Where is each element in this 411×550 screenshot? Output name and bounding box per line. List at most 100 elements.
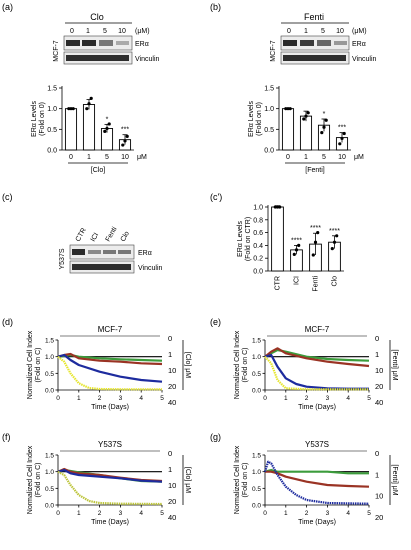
d-x-tick-label: 3: [119, 395, 123, 402]
a-y-label-line-1: ERα Levels: [31, 101, 38, 137]
panel-c-era-band-fenti: [103, 250, 116, 254]
panel-b-drug-label: Fenti: [304, 12, 324, 22]
f-y-label-line-1: Normalized Cell Index: [27, 445, 34, 514]
f-y-label-line-2: (Fold on C): [35, 462, 42, 497]
panel-b-cell-line: MCF-7: [270, 40, 277, 61]
a-bar-0: [64, 108, 78, 151]
panel-c-lane-fenti: Fenti: [105, 226, 119, 243]
e-series-label-10: 10: [375, 366, 383, 375]
e-y-tick-label: 1.5: [252, 338, 261, 345]
panel-b-era-band-2: [317, 40, 331, 46]
g-x-tick-label: 1: [284, 510, 288, 517]
a-x-tick-label-2: 5: [105, 154, 109, 161]
b-y-tick-label: 1.5: [264, 86, 274, 93]
chart-a: 0.0 0.5 1.0 1.5 ERα Levels (Fold on 0) 0 1 * 5 ***…: [31, 86, 147, 175]
e-y-tick-label: 1.0: [252, 354, 261, 361]
panel-b-dose-1: 1: [304, 28, 308, 35]
d-y-label-line-2: (Fold on C): [35, 347, 42, 382]
c2-point-0-1: [275, 205, 280, 209]
a-x-label: [Clo]: [91, 167, 105, 174]
a-point-1-2: [89, 96, 93, 100]
a-y-tick-label: 1.0: [47, 106, 57, 113]
c2-point-3-2: [335, 234, 339, 238]
g-series-label-10: 10: [375, 492, 383, 501]
c2-y-tick-label: 0.4: [253, 243, 263, 250]
d-series-20: [57, 353, 163, 383]
panel-c-vinculin-band: [72, 264, 131, 270]
c2-point-3-1: [332, 240, 337, 244]
g-y-tick-label: 0.0: [252, 503, 261, 510]
panel-b-blot-label-vinculin: Vinculin: [352, 56, 376, 63]
b-point-2-0: [320, 131, 324, 135]
e-x-tick-label: 3: [326, 395, 330, 402]
f-x-tick-label: 1: [77, 510, 81, 517]
g-y-label-line-1: Normalized Cell Index: [234, 445, 241, 514]
a-point-0-2: [71, 107, 75, 111]
c2-point-0-2: [278, 205, 282, 209]
b-point-1-0: [302, 117, 306, 121]
e-x-tick-label: 2: [305, 395, 309, 402]
e-series-1: [264, 348, 370, 362]
f-series-20: [57, 468, 163, 483]
f-y-tick-label: 0.0: [45, 503, 54, 510]
e-x-tick-label: 5: [367, 395, 371, 402]
f-x-tick-label: 3: [119, 510, 123, 517]
c2-point-3-0: [330, 247, 334, 251]
e-series-20: [264, 353, 369, 390]
a-x-tick-label-0: 0: [69, 154, 73, 161]
panel-b-era-band-1: [300, 40, 314, 46]
d-series-label-20: 20: [168, 382, 176, 391]
b-point-2-1: [322, 125, 326, 129]
d-title: MCF-7: [98, 325, 123, 334]
g-x-tick-label: 5: [367, 510, 371, 517]
panel-c-era-band-clo: [118, 250, 131, 254]
e-series-label-40: 40: [375, 398, 383, 407]
f-x-tick-label: 2: [98, 510, 102, 517]
panel-f-tag: (f): [2, 432, 11, 442]
a-x-tick-label-1: 1: [87, 154, 91, 161]
c2-y-label-line-1: ERα Levels: [237, 221, 244, 257]
g-x-label: Time (Days): [298, 519, 336, 526]
panel-c-lane-ici: ICI: [90, 232, 101, 243]
g-y-label-line-2: (Fold on C): [242, 462, 249, 497]
a-y-tick-label: 0.0: [47, 148, 57, 155]
g-x-tick-label: 3: [326, 510, 330, 517]
panel-c-lane-clo: Clo: [120, 230, 131, 243]
panel-b-blot-label-era: ERα: [352, 41, 366, 48]
f-series-label-0: 0: [168, 449, 172, 458]
g-x-tick-label: 4: [346, 510, 350, 517]
panel-a-drug-label: Clo: [90, 12, 104, 22]
panel-c2-tag: (c'): [210, 192, 222, 202]
f-series-label-20: 20: [168, 497, 176, 506]
b-x-tick-label-2: 5: [322, 154, 326, 161]
c2-y-tick-label: 0.8: [253, 217, 263, 224]
a-bar-1: [82, 104, 96, 151]
panel-c-era-band-ctr: [72, 249, 85, 255]
f-x-label: Time (Days): [91, 519, 129, 526]
d-y-label-line-1: Normalized Cell Index: [27, 330, 34, 399]
c2-x-tick-label-3: Clo: [332, 276, 339, 287]
panel-a-era-band-0: [66, 40, 80, 46]
b-y-label-line-1: ERα Levels: [248, 101, 255, 137]
d-x-tick-label: 5: [160, 395, 164, 402]
panel-a-vinculin-band: [66, 55, 129, 61]
e-side-label: [Fenti] μM: [391, 349, 398, 380]
c2-y-tick-label: 0.0: [253, 269, 263, 276]
d-x-tick-label: 1: [77, 395, 81, 402]
a-point-2-0: [103, 129, 107, 133]
panel-a: (a) Clo 0 1 5 10 (μM) ERα Vinculin MCF-7: [2, 2, 159, 65]
d-x-tick-label: 0: [56, 395, 60, 402]
g-series-20: [263, 460, 370, 505]
panel-a-blot-label-era: ERα: [135, 41, 149, 48]
g-y-tick-label: 1.5: [252, 453, 261, 460]
panel-a-dose-2: 5: [103, 28, 107, 35]
e-series-10: [264, 347, 370, 368]
a-point-3-0: [121, 143, 125, 147]
c2-y-tick-label: 0.2: [253, 256, 263, 263]
f-y-tick-label: 1.0: [45, 469, 54, 476]
panel-b-unit: (μM): [352, 28, 367, 35]
panel-a-cell-line: MCF-7: [53, 40, 60, 61]
chart-f: Y537S 0.0 0.5 1.0 1.5 0 1 2 3 4 5 Time (Days) Normal…: [27, 440, 191, 526]
g-series-10: [265, 470, 370, 488]
